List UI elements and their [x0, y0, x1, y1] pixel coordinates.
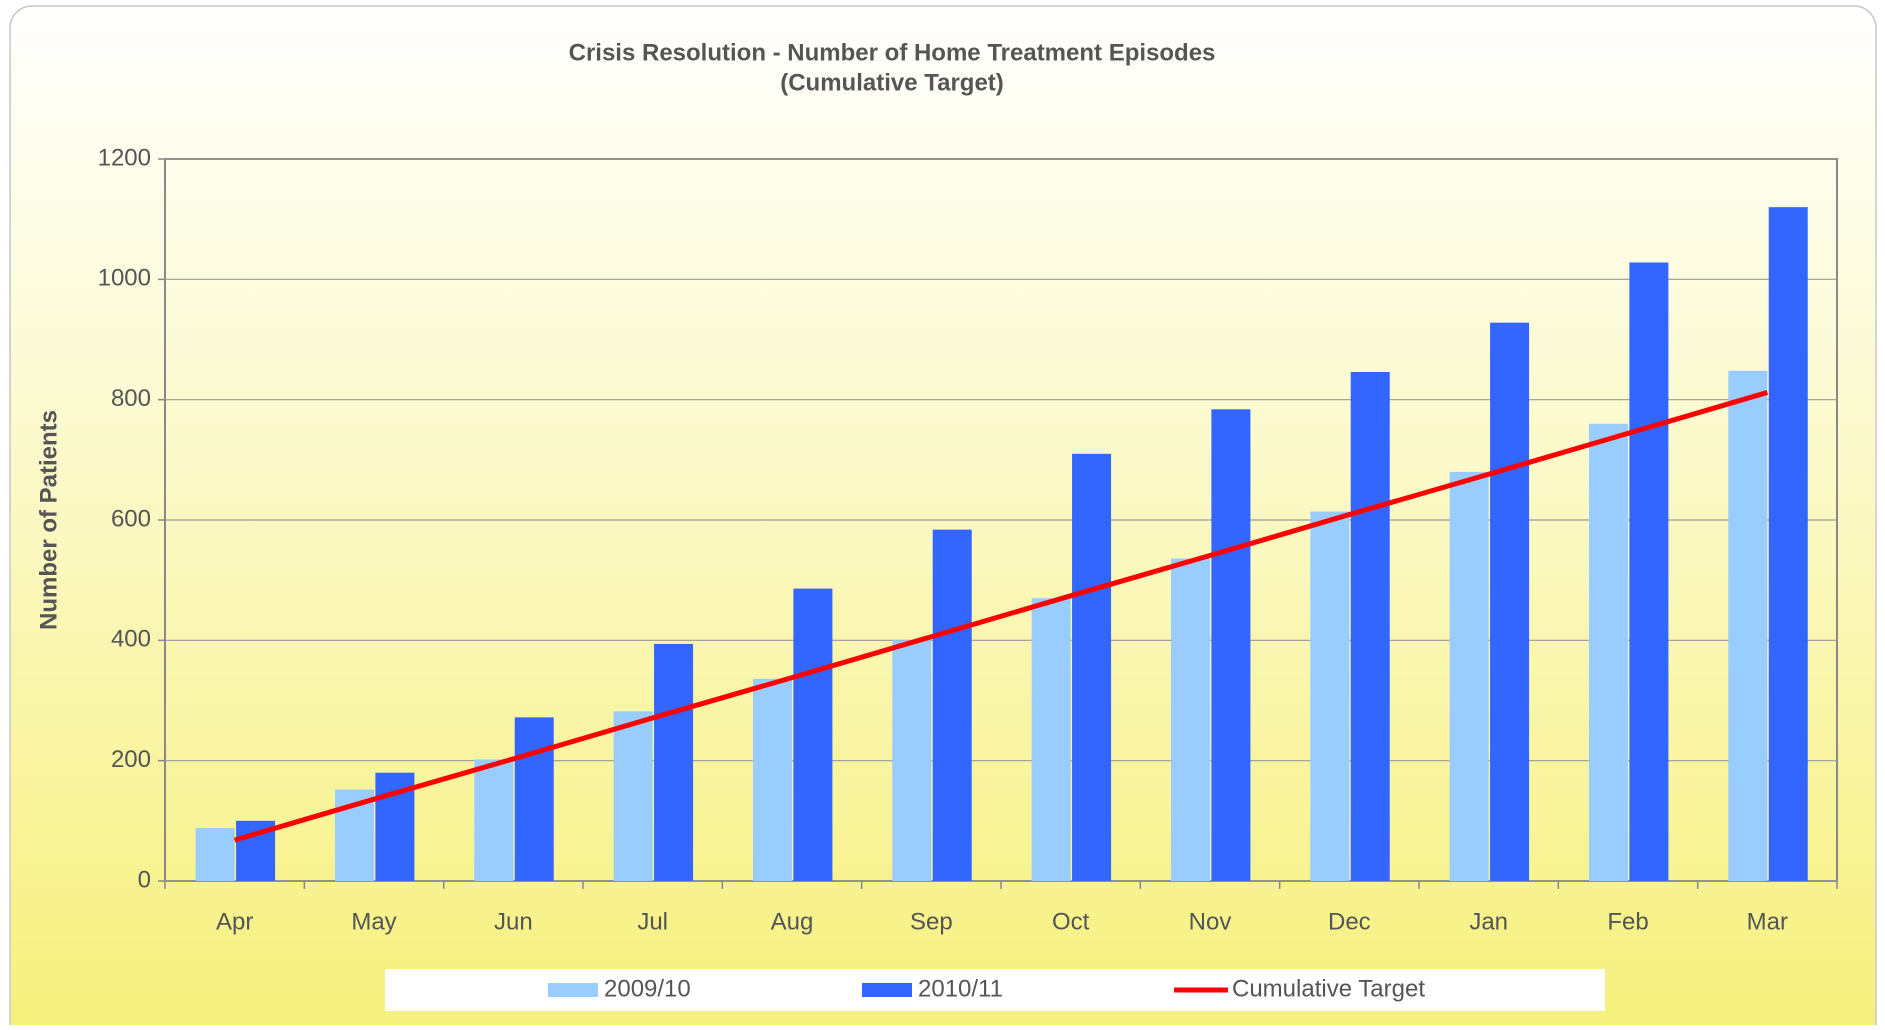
bar — [474, 759, 514, 881]
bar — [195, 828, 235, 881]
legend-label: Cumulative Target — [1232, 975, 1425, 1002]
y-axis-label: Number of Patients — [35, 410, 62, 630]
y-tick-label: 1000 — [98, 265, 151, 292]
legend-label: 2009/10 — [604, 975, 691, 1002]
x-tick-label: Jan — [1469, 908, 1508, 935]
y-tick-label: 1200 — [98, 144, 151, 171]
y-tick-label: 0 — [138, 866, 151, 893]
x-tick-label: Nov — [1189, 908, 1232, 935]
x-tick-label: Jul — [637, 908, 668, 935]
bar — [1629, 262, 1669, 881]
bar — [1031, 598, 1071, 881]
bar — [613, 711, 653, 881]
bar — [932, 529, 972, 881]
bar — [1310, 511, 1350, 881]
bar — [1072, 453, 1112, 881]
bar — [514, 717, 554, 881]
bar — [1490, 322, 1530, 881]
x-tick-label: May — [351, 908, 396, 935]
bar — [752, 678, 792, 881]
bar — [1768, 207, 1808, 882]
bar — [654, 643, 694, 881]
y-tick-label: 400 — [111, 626, 151, 653]
x-tick-label: Feb — [1607, 908, 1648, 935]
bar — [793, 588, 833, 881]
legend-swatch — [548, 983, 598, 997]
bar — [1588, 423, 1628, 881]
y-tick-label: 800 — [111, 385, 151, 412]
x-tick-label: Dec — [1328, 908, 1371, 935]
x-tick-label: Sep — [910, 908, 953, 935]
legend-label: 2010/11 — [918, 975, 1003, 1002]
bar — [1211, 409, 1251, 881]
bar — [1350, 371, 1390, 881]
x-tick-label: Mar — [1747, 908, 1788, 935]
bar — [1728, 370, 1768, 881]
x-tick-label: Aug — [771, 908, 814, 935]
target-line — [233, 390, 1769, 843]
legend-swatch — [862, 983, 912, 997]
x-tick-label: Apr — [216, 908, 253, 935]
bar — [1170, 558, 1210, 881]
bar — [892, 640, 932, 881]
x-tick-label: Oct — [1052, 908, 1090, 935]
chart-subtitle: (Cumulative Target) — [780, 69, 1004, 96]
chart-title: Crisis Resolution - Number of Home Treat… — [569, 39, 1216, 66]
y-tick-label: 200 — [111, 746, 151, 773]
y-tick-label: 600 — [111, 505, 151, 532]
bar — [1449, 471, 1489, 881]
x-tick-label: Jun — [494, 908, 533, 935]
